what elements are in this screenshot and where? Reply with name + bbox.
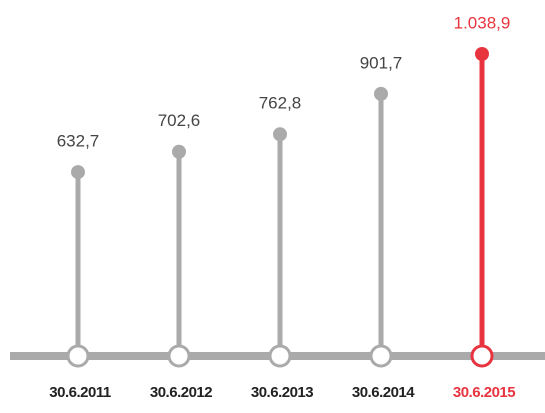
base-ring <box>369 344 393 368</box>
x-tick-label: 30.6.2014 <box>352 384 415 401</box>
value-label: 632,7 <box>57 132 100 151</box>
stem-dot <box>273 127 287 142</box>
base-ring <box>268 344 292 368</box>
x-tick-label: 30.6.2013 <box>251 384 313 401</box>
x-tick-label: 30.6.2012 <box>150 384 212 401</box>
base-ring <box>66 344 90 368</box>
stem-dot <box>172 144 186 159</box>
x-tick-label: 30.6.2011 <box>49 384 111 401</box>
value-label: 762,8 <box>259 94 302 113</box>
base-ring <box>167 344 191 368</box>
stem-dot <box>71 165 85 180</box>
value-label: 901,7 <box>360 53 403 72</box>
x-tick-label: 30.6.2015 <box>453 384 515 401</box>
value-label: 1.038,9 <box>454 13 511 32</box>
value-label: 702,6 <box>158 111 201 130</box>
base-ring <box>470 344 494 368</box>
stem-dot <box>374 86 388 101</box>
stem-dot <box>475 47 489 61</box>
